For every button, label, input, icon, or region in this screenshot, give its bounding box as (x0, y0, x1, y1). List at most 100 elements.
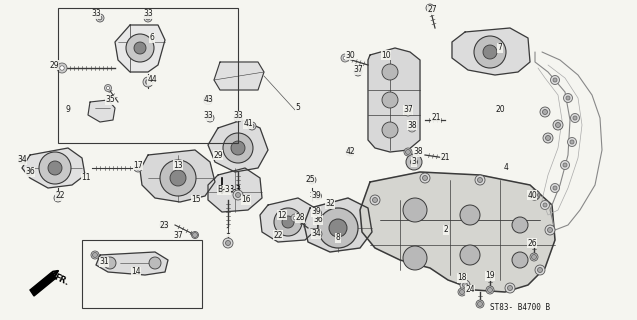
Circle shape (104, 84, 111, 92)
Text: 22: 22 (273, 230, 283, 239)
Text: 1: 1 (225, 228, 231, 236)
Polygon shape (214, 62, 264, 90)
Text: 36: 36 (25, 167, 35, 177)
Circle shape (136, 166, 140, 170)
Circle shape (20, 157, 24, 163)
Circle shape (404, 108, 412, 116)
Circle shape (553, 186, 557, 190)
Circle shape (460, 205, 480, 225)
Text: 37: 37 (353, 66, 363, 75)
Circle shape (206, 114, 214, 122)
Circle shape (487, 287, 492, 292)
Text: 33: 33 (91, 10, 101, 19)
Text: 20: 20 (495, 106, 505, 115)
Circle shape (282, 216, 294, 228)
Circle shape (92, 252, 97, 258)
Circle shape (486, 286, 494, 294)
Circle shape (315, 218, 320, 222)
Circle shape (573, 116, 577, 120)
Circle shape (348, 149, 352, 155)
Circle shape (27, 170, 32, 174)
Circle shape (170, 170, 186, 186)
Text: 21: 21 (440, 154, 450, 163)
Circle shape (315, 210, 322, 217)
Circle shape (106, 86, 110, 90)
Circle shape (370, 195, 380, 205)
Circle shape (208, 116, 212, 120)
Circle shape (475, 175, 485, 185)
Circle shape (382, 92, 398, 108)
Circle shape (571, 114, 580, 123)
Circle shape (545, 135, 550, 140)
Text: 43: 43 (203, 95, 213, 105)
Circle shape (483, 45, 497, 59)
Circle shape (550, 183, 559, 193)
Circle shape (462, 283, 468, 287)
Text: 27: 27 (427, 5, 437, 14)
Text: 22: 22 (55, 191, 65, 201)
Circle shape (291, 214, 299, 222)
Circle shape (564, 93, 573, 102)
Circle shape (460, 245, 480, 265)
Text: 7: 7 (497, 44, 503, 52)
Circle shape (223, 238, 233, 248)
Text: 6: 6 (150, 34, 154, 43)
Circle shape (553, 78, 557, 82)
Circle shape (570, 140, 574, 144)
Circle shape (329, 219, 347, 237)
Circle shape (530, 253, 538, 261)
Circle shape (533, 193, 538, 197)
Text: 11: 11 (82, 173, 90, 182)
Circle shape (143, 77, 153, 87)
Text: 34: 34 (311, 229, 321, 238)
Circle shape (427, 5, 433, 11)
Circle shape (458, 288, 466, 296)
Text: 39: 39 (311, 191, 321, 201)
Text: 30: 30 (345, 51, 355, 60)
Circle shape (162, 222, 166, 228)
Text: 2: 2 (443, 226, 448, 235)
Text: B-3: B-3 (218, 186, 231, 195)
Polygon shape (140, 150, 215, 202)
Circle shape (545, 225, 555, 235)
Text: 28: 28 (296, 213, 304, 222)
Polygon shape (260, 198, 318, 242)
Circle shape (543, 133, 553, 143)
Polygon shape (360, 172, 555, 292)
Polygon shape (30, 272, 56, 296)
Circle shape (104, 257, 116, 269)
Polygon shape (208, 168, 262, 212)
Circle shape (274, 231, 282, 239)
Circle shape (538, 268, 543, 273)
Circle shape (568, 138, 576, 147)
Text: 40: 40 (527, 190, 537, 199)
Circle shape (547, 228, 552, 233)
Circle shape (529, 190, 539, 200)
Circle shape (541, 201, 550, 210)
Circle shape (459, 290, 464, 294)
Polygon shape (115, 25, 165, 72)
Circle shape (341, 54, 349, 62)
Circle shape (146, 16, 150, 20)
Text: 21: 21 (431, 114, 441, 123)
Circle shape (145, 79, 150, 84)
Polygon shape (304, 198, 372, 252)
Circle shape (478, 178, 482, 182)
Circle shape (404, 148, 412, 156)
Circle shape (531, 193, 536, 197)
Circle shape (96, 14, 104, 22)
Circle shape (422, 175, 427, 180)
Text: 34: 34 (17, 156, 27, 164)
Circle shape (274, 208, 302, 236)
Circle shape (355, 69, 361, 75)
Circle shape (60, 66, 64, 70)
Text: 8: 8 (336, 234, 340, 243)
Text: 18: 18 (457, 274, 467, 283)
Circle shape (308, 176, 316, 184)
Circle shape (327, 203, 333, 207)
Circle shape (236, 116, 240, 120)
Circle shape (354, 68, 362, 76)
Circle shape (382, 64, 398, 80)
Text: 38: 38 (407, 121, 417, 130)
Circle shape (426, 4, 434, 12)
